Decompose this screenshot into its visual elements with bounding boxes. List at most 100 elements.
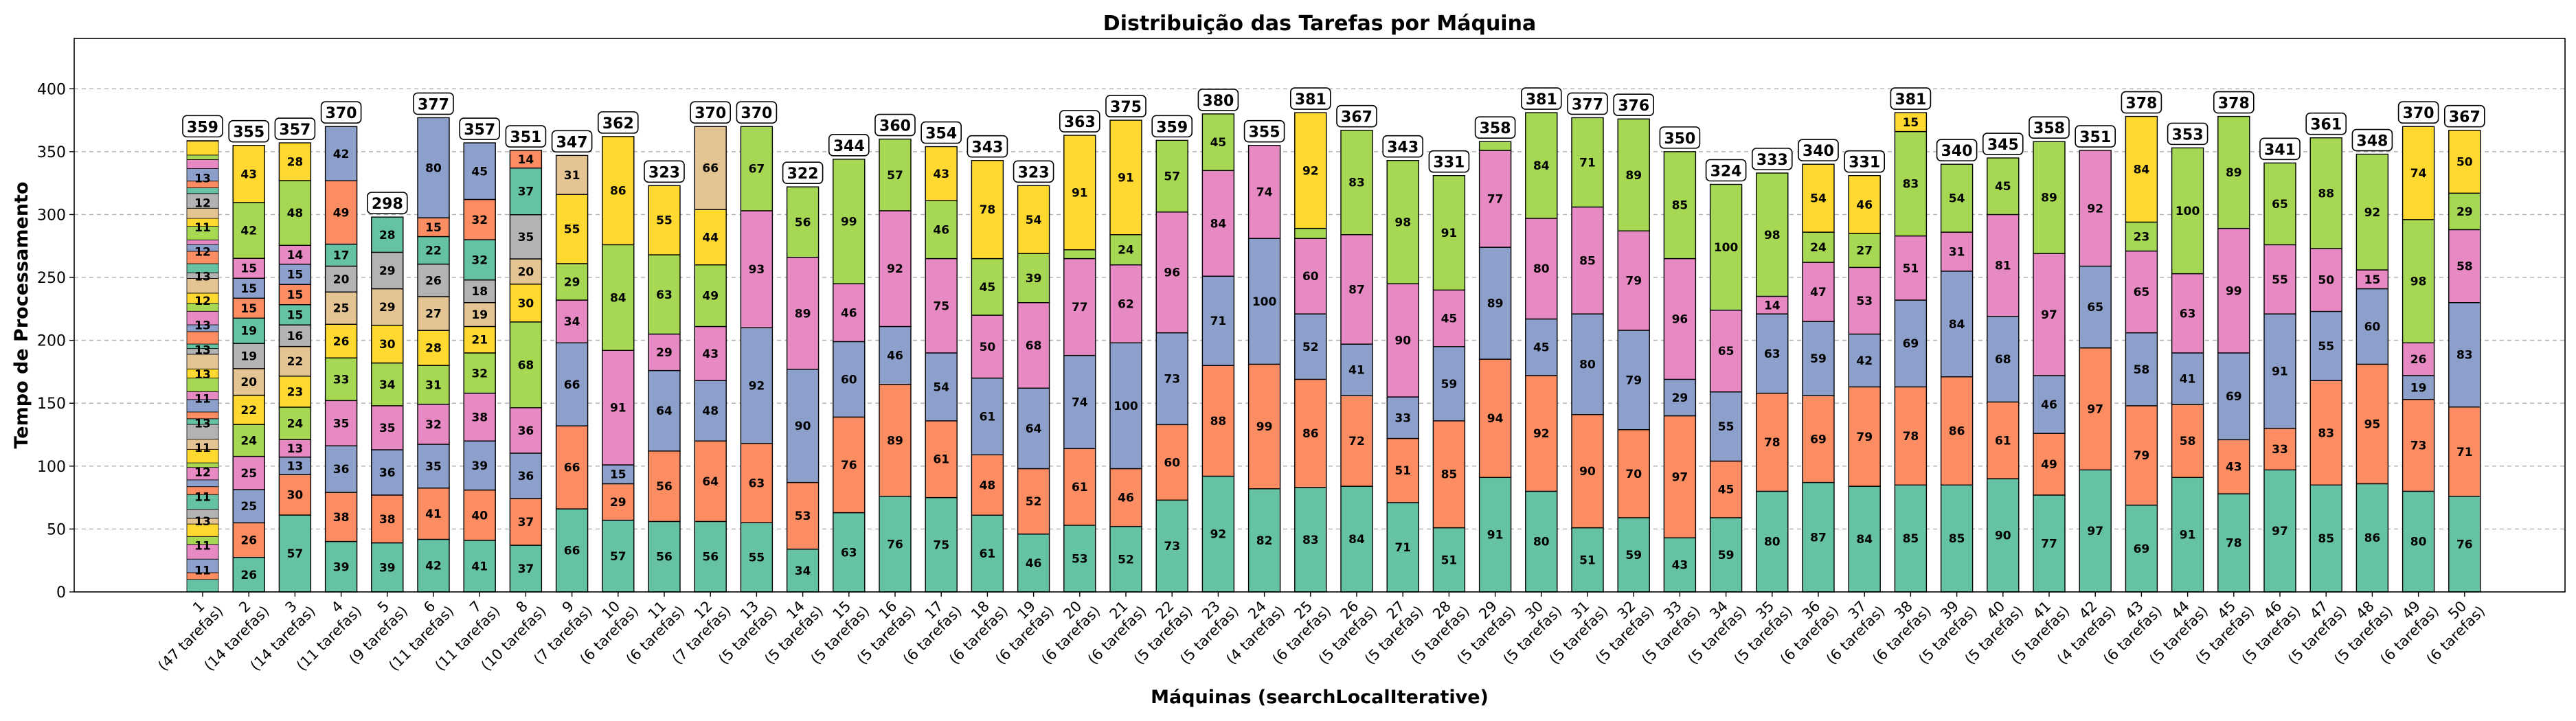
segment-value-label: 41 <box>425 507 442 521</box>
segment-value-label: 22 <box>425 244 442 258</box>
segment-value-label: 46 <box>2041 398 2057 412</box>
segment-value-label: 14 <box>287 249 304 262</box>
bar-segment <box>740 522 773 593</box>
bar-segment <box>833 416 866 514</box>
segment-value-label: 29 <box>564 275 580 289</box>
segment-value-label: 84 <box>1210 217 1227 231</box>
total-value-label: 381 <box>1895 91 1926 108</box>
bar-segment <box>278 324 312 347</box>
bar-segment <box>278 244 312 265</box>
segment-value-label: 43 <box>240 168 257 181</box>
segment-value-label: 93 <box>749 263 765 277</box>
segment-value-label: 83 <box>2456 349 2473 363</box>
bar-segment <box>278 345 312 377</box>
bar-segment <box>1894 386 1928 485</box>
segment-value-label: 13 <box>194 343 211 357</box>
segment-value-label: 71 <box>1210 314 1227 328</box>
total-value-label: 378 <box>2218 95 2250 113</box>
bar-segment <box>648 369 681 452</box>
segment-value-label: 89 <box>887 434 903 448</box>
total-value-label: 333 <box>1756 152 1788 169</box>
bar-segment <box>555 194 589 264</box>
bar-segment <box>1617 118 1650 231</box>
segment-value-label: 84 <box>2134 163 2150 177</box>
total-value-label: 323 <box>648 164 680 181</box>
segment-value-label: 95 <box>2364 417 2381 431</box>
segment-value-label: 60 <box>2364 320 2381 334</box>
segment-value-label: 56 <box>702 551 719 564</box>
total-label-box <box>1798 139 1839 161</box>
y-axis-label: Tempo de Processamento <box>11 181 32 448</box>
bar-segment <box>833 341 866 418</box>
segment-value-label: 61 <box>1072 481 1088 494</box>
total-value-label: 357 <box>279 122 310 139</box>
bar-segment <box>2263 428 2296 471</box>
segment-value-label: 38 <box>379 513 396 527</box>
segment-value-label: 52 <box>1026 495 1042 509</box>
y-tick-label: 50 <box>47 521 66 538</box>
segment-value-label: 88 <box>1210 415 1227 428</box>
segment-value-label: 94 <box>1487 412 1504 426</box>
segment-value-label: 89 <box>2041 192 2057 205</box>
segment-value-label: 12 <box>194 295 211 308</box>
total-value-label: 361 <box>2310 117 2342 134</box>
bar-segment <box>694 380 727 442</box>
segment-value-label: 73 <box>2410 439 2427 453</box>
total-value-label: 351 <box>510 129 541 146</box>
bar-segment <box>1525 112 1558 219</box>
segment-value-label: 13 <box>194 417 211 431</box>
bar-segment <box>1940 484 1974 593</box>
segment-value-label: 69 <box>1810 433 1827 446</box>
total-label-box <box>2167 122 2208 146</box>
segment-value-label: 91 <box>610 402 626 415</box>
segment-value-label: 29 <box>2456 205 2473 219</box>
segment-value-label: 35 <box>333 417 350 431</box>
total-value-label: 355 <box>1249 124 1280 141</box>
segment-value-label: 53 <box>795 510 811 523</box>
bar-segment <box>1848 333 1881 388</box>
bar-segment <box>1432 420 1466 529</box>
segment-value-label: 54 <box>1810 192 1827 206</box>
segment-value-label: 25 <box>240 500 257 514</box>
bar-segment <box>463 440 496 491</box>
bar-segment <box>509 453 543 499</box>
segment-value-label: 85 <box>2318 532 2334 546</box>
segment-value-label: 15 <box>2364 273 2381 287</box>
total-label-box <box>1336 104 1377 128</box>
bar-segment <box>1525 218 1558 320</box>
bar-segment <box>2402 490 2435 593</box>
segment-value-label: 86 <box>1949 425 1965 439</box>
segment-value-label: 58 <box>2134 363 2150 377</box>
bar-segment <box>232 258 265 279</box>
segment-value-label: 33 <box>333 373 350 387</box>
segment-value-label: 46 <box>933 223 949 237</box>
total-label-box <box>736 101 778 124</box>
segment-value-label: 43 <box>933 168 949 181</box>
segment-value-label: 54 <box>933 380 949 394</box>
y-tick-label: 400 <box>37 81 66 98</box>
segment-value-label: 91 <box>1487 529 1504 542</box>
segment-value-label: 62 <box>1118 298 1134 312</box>
total-value-label: 380 <box>1202 93 1234 110</box>
bar-segment <box>1940 163 1974 233</box>
bar-segment <box>602 244 635 351</box>
bar-segment <box>1802 395 1835 483</box>
bar-segment <box>1063 525 1096 593</box>
total-value-label: 348 <box>2356 133 2388 150</box>
segment-value-label: 85 <box>1441 468 1458 482</box>
bar-segment <box>786 186 820 258</box>
segment-value-label: 25 <box>333 302 350 316</box>
bar-segment <box>925 146 958 202</box>
total-label-box <box>1936 139 1978 161</box>
segment-value-label: 79 <box>1625 374 1642 387</box>
bar-segment <box>417 296 450 331</box>
bar-segment <box>1894 112 1928 133</box>
bar-segment <box>371 216 404 253</box>
segment-value-label: 28 <box>287 156 304 170</box>
segment-value-label: 26 <box>240 534 257 548</box>
bar-segment <box>324 492 358 542</box>
bar-segment <box>371 494 404 544</box>
segment-value-label: 24 <box>240 434 257 448</box>
segment-value-label: 36 <box>518 470 534 483</box>
bar-segment <box>2033 433 2066 496</box>
